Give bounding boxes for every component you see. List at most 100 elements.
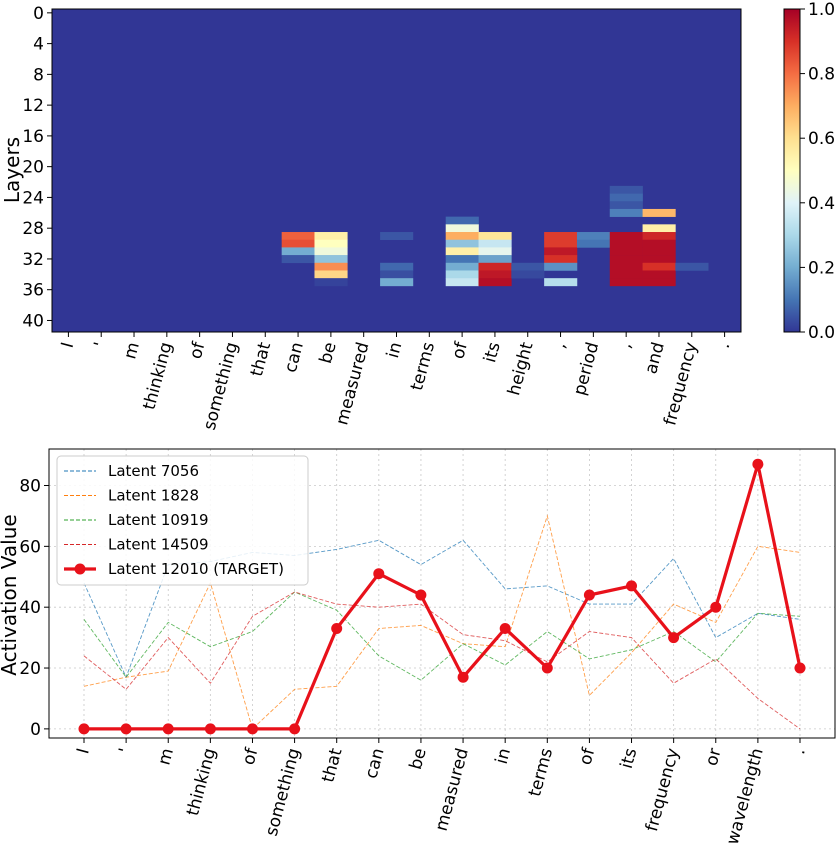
heatmap-cell bbox=[314, 247, 348, 256]
target-data-point bbox=[541, 662, 553, 674]
line-token-label: that bbox=[318, 746, 346, 785]
heatmap-cell bbox=[478, 255, 512, 264]
target-data-point bbox=[794, 662, 806, 674]
heatmap-cell bbox=[445, 262, 479, 271]
heatmap-cell bbox=[609, 262, 643, 271]
heatmap-cell bbox=[314, 270, 348, 279]
target-data-point bbox=[247, 723, 258, 735]
heatmap-cell bbox=[281, 255, 315, 264]
target-data-point bbox=[710, 601, 722, 613]
heatmap-cell bbox=[576, 239, 611, 248]
colorbar-tick-label: 0.8 bbox=[808, 65, 835, 85]
series-line-latent-12010-target bbox=[84, 462, 802, 731]
heatmap-cell bbox=[544, 278, 578, 287]
heatmap-cell bbox=[642, 247, 676, 256]
heatmap-cell bbox=[609, 193, 643, 202]
target-data-point bbox=[583, 589, 595, 601]
target-data-point bbox=[120, 723, 132, 735]
heatmap-cell bbox=[314, 262, 348, 271]
line-token-label: thinking bbox=[183, 746, 220, 818]
line-y-tick-label: 0 bbox=[30, 720, 41, 740]
colorbar-tick-label: 0.4 bbox=[808, 194, 835, 214]
line-token-label: in bbox=[492, 746, 515, 766]
heatmap-cell bbox=[642, 270, 676, 279]
line-y-tick-label: 60 bbox=[19, 537, 41, 557]
heatmap-token-label: I bbox=[58, 340, 79, 350]
heatmap-token-label: its bbox=[480, 340, 505, 365]
heatmap-token-label: in bbox=[383, 340, 406, 360]
legend-box bbox=[56, 455, 309, 586]
line-token-label: of bbox=[239, 745, 263, 767]
heatmap-cell bbox=[445, 270, 479, 279]
heatmap-cell bbox=[445, 224, 479, 233]
heatmap-cell bbox=[478, 247, 512, 256]
heatmap-cell bbox=[642, 262, 676, 271]
heatmap-cell bbox=[445, 278, 479, 287]
heatmap-cell bbox=[281, 232, 315, 241]
line-chart-y-axis-label: Activation Value bbox=[0, 514, 21, 675]
line-y-tick-label: 40 bbox=[19, 598, 41, 618]
heatmap-cell bbox=[609, 278, 643, 287]
heatmap-cell bbox=[511, 270, 545, 279]
colorbar: 0.0 0.2 0.4 0.6 0.8 1.0 bbox=[783, 0, 835, 343]
colorbar-tick-label: 1.0 bbox=[808, 0, 835, 20]
heatmap-cell bbox=[609, 247, 643, 256]
line-y-tick-label: 20 bbox=[19, 659, 41, 679]
target-data-point bbox=[373, 568, 385, 580]
heatmap-cell bbox=[478, 232, 512, 241]
legend-label: Latent 10919 bbox=[108, 511, 209, 529]
heatmap-cell bbox=[609, 255, 643, 264]
heatmap-y-tick-label: 36 bbox=[22, 281, 44, 301]
heatmap-cell bbox=[314, 239, 348, 248]
heatmap-cell bbox=[609, 270, 643, 279]
heatmap-y-tick-label: 24 bbox=[22, 188, 44, 208]
heatmap-cell bbox=[642, 208, 676, 217]
legend-label: Latent 14509 bbox=[108, 536, 209, 554]
line-y-tick-label: 80 bbox=[19, 477, 41, 497]
heatmap-token-label: , bbox=[615, 340, 636, 350]
series-line-latent-14509 bbox=[83, 591, 801, 730]
target-data-point bbox=[331, 623, 343, 634]
target-data-point bbox=[289, 723, 301, 735]
heatmap-y-tick-label: 8 bbox=[33, 65, 44, 85]
heatmap-cell bbox=[609, 232, 643, 241]
heatmap-token-label: ' bbox=[90, 340, 111, 350]
heatmap-token-label: , bbox=[550, 340, 571, 350]
heatmap-token-label: be bbox=[316, 340, 341, 366]
heatmap-cell bbox=[380, 262, 414, 271]
heatmap-cell bbox=[544, 232, 578, 241]
line-token-label: of bbox=[576, 745, 600, 767]
heatmap-cell bbox=[544, 247, 578, 256]
heatmap-cell bbox=[445, 255, 479, 264]
heatmap-cell bbox=[478, 239, 512, 248]
legend-label: Latent 12010 (TARGET) bbox=[108, 560, 284, 578]
legend-marker bbox=[74, 563, 86, 575]
heatmap-cell bbox=[281, 239, 315, 248]
line-token-label: . bbox=[789, 746, 810, 756]
heatmap-cell bbox=[576, 232, 611, 241]
heatmap-cell bbox=[380, 278, 414, 287]
colorbar-tick-label: 0.0 bbox=[808, 323, 835, 343]
heatmap-y-tick-label: 20 bbox=[22, 158, 44, 178]
heatmap-token-label: thinking bbox=[139, 340, 176, 412]
heatmap-cell bbox=[544, 262, 578, 271]
target-data-point bbox=[457, 671, 469, 683]
line-token-label: something bbox=[262, 746, 305, 838]
heatmap-cell bbox=[478, 262, 512, 271]
heatmap-cell bbox=[445, 216, 479, 225]
heatmap-y-tick-label: 28 bbox=[22, 219, 44, 239]
heatmap-y-axis-label: Layers bbox=[0, 137, 24, 203]
heatmap-token-label: can bbox=[281, 340, 308, 375]
heatmap-token-label: height bbox=[504, 340, 537, 398]
heatmap-token-label: terms bbox=[407, 340, 439, 393]
heatmap-cell bbox=[609, 239, 643, 248]
heatmap-cell bbox=[544, 255, 578, 264]
heatmap-cell bbox=[445, 232, 479, 241]
target-data-point bbox=[752, 458, 764, 470]
line-token-label: can bbox=[361, 746, 388, 781]
heatmap-y-tick-label: 40 bbox=[22, 311, 44, 331]
line-token-label: ' bbox=[115, 746, 136, 756]
legend-label: Latent 7056 bbox=[108, 462, 199, 480]
